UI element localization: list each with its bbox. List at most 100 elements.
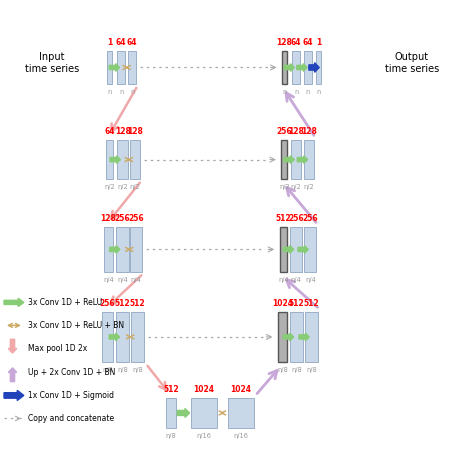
Text: 128: 128 bbox=[115, 128, 130, 136]
Text: 128: 128 bbox=[100, 214, 117, 223]
FancyBboxPatch shape bbox=[290, 311, 303, 362]
Text: n/4: n/4 bbox=[278, 277, 289, 283]
FancyArrow shape bbox=[8, 368, 17, 382]
FancyBboxPatch shape bbox=[228, 398, 254, 428]
Text: 128: 128 bbox=[276, 38, 292, 47]
Text: Output
time series: Output time series bbox=[385, 52, 439, 73]
Text: 1: 1 bbox=[107, 38, 112, 47]
FancyArrow shape bbox=[283, 333, 294, 341]
Text: 512: 512 bbox=[163, 385, 179, 394]
FancyBboxPatch shape bbox=[305, 311, 318, 362]
Text: 256: 256 bbox=[288, 214, 304, 223]
Text: n/2: n/2 bbox=[117, 184, 128, 190]
Text: n/8: n/8 bbox=[117, 367, 128, 373]
Text: n/8: n/8 bbox=[277, 367, 288, 373]
FancyArrow shape bbox=[4, 298, 24, 307]
Text: 256: 256 bbox=[276, 128, 292, 136]
Text: n/8: n/8 bbox=[165, 432, 176, 438]
FancyBboxPatch shape bbox=[131, 311, 145, 362]
Text: 1024: 1024 bbox=[230, 385, 251, 394]
FancyArrow shape bbox=[297, 156, 308, 164]
Text: 3x Conv 1D + ReLU + BN: 3x Conv 1D + ReLU + BN bbox=[27, 321, 124, 330]
FancyBboxPatch shape bbox=[281, 140, 287, 179]
Text: 1024: 1024 bbox=[272, 299, 293, 308]
Text: Copy and concatenate: Copy and concatenate bbox=[27, 414, 114, 423]
FancyBboxPatch shape bbox=[316, 51, 320, 84]
Text: Up + 2x Conv 1D + BN: Up + 2x Conv 1D + BN bbox=[27, 368, 115, 377]
FancyArrow shape bbox=[177, 408, 190, 418]
FancyBboxPatch shape bbox=[280, 227, 287, 272]
FancyBboxPatch shape bbox=[107, 51, 112, 84]
Text: 256: 256 bbox=[128, 214, 144, 223]
Text: 512: 512 bbox=[115, 299, 130, 308]
Text: 128: 128 bbox=[301, 128, 317, 136]
Text: 512: 512 bbox=[289, 299, 304, 308]
FancyBboxPatch shape bbox=[117, 51, 126, 84]
FancyBboxPatch shape bbox=[128, 51, 137, 84]
Text: n: n bbox=[282, 89, 286, 95]
Text: 256: 256 bbox=[302, 214, 318, 223]
Text: 64: 64 bbox=[116, 38, 127, 47]
Text: 1: 1 bbox=[316, 38, 321, 47]
Text: n/2: n/2 bbox=[279, 184, 290, 190]
Text: 128: 128 bbox=[288, 128, 304, 136]
FancyBboxPatch shape bbox=[290, 227, 302, 272]
FancyBboxPatch shape bbox=[130, 227, 142, 272]
Text: n/16: n/16 bbox=[197, 432, 211, 438]
FancyBboxPatch shape bbox=[104, 227, 113, 272]
FancyArrow shape bbox=[109, 246, 120, 253]
Text: n/8: n/8 bbox=[291, 367, 302, 373]
Text: n: n bbox=[316, 89, 320, 95]
FancyArrow shape bbox=[299, 333, 310, 341]
FancyBboxPatch shape bbox=[130, 140, 140, 179]
FancyArrow shape bbox=[4, 390, 24, 401]
FancyArrow shape bbox=[8, 339, 17, 353]
Text: n/8: n/8 bbox=[102, 367, 113, 373]
Text: 64: 64 bbox=[104, 128, 115, 136]
FancyBboxPatch shape bbox=[304, 227, 317, 272]
Text: 256: 256 bbox=[115, 214, 130, 223]
Text: 3x Conv 1D + ReLU: 3x Conv 1D + ReLU bbox=[27, 298, 102, 307]
FancyBboxPatch shape bbox=[191, 398, 217, 428]
Text: 1x Conv 1D + Sigmoid: 1x Conv 1D + Sigmoid bbox=[27, 391, 114, 400]
Text: n: n bbox=[306, 89, 310, 95]
Text: 1024: 1024 bbox=[193, 385, 214, 394]
Text: 64: 64 bbox=[291, 38, 301, 47]
Text: n/16: n/16 bbox=[233, 432, 248, 438]
FancyBboxPatch shape bbox=[291, 140, 301, 179]
Text: n: n bbox=[107, 89, 111, 95]
FancyBboxPatch shape bbox=[116, 311, 129, 362]
Text: n: n bbox=[294, 89, 298, 95]
Text: n/4: n/4 bbox=[305, 277, 316, 283]
Text: n: n bbox=[119, 89, 123, 95]
FancyBboxPatch shape bbox=[304, 140, 314, 179]
Text: 256: 256 bbox=[100, 299, 115, 308]
FancyArrow shape bbox=[309, 63, 319, 72]
FancyArrow shape bbox=[298, 246, 309, 253]
Text: n/4: n/4 bbox=[130, 277, 141, 283]
FancyArrow shape bbox=[109, 64, 119, 71]
FancyBboxPatch shape bbox=[165, 398, 176, 428]
Text: Max pool 1D 2x: Max pool 1D 2x bbox=[27, 344, 87, 353]
FancyBboxPatch shape bbox=[292, 51, 301, 84]
Text: 64: 64 bbox=[302, 38, 313, 47]
Text: n: n bbox=[130, 89, 134, 95]
Text: n/4: n/4 bbox=[117, 277, 128, 283]
FancyBboxPatch shape bbox=[304, 51, 312, 84]
FancyBboxPatch shape bbox=[278, 311, 287, 362]
Text: n/4: n/4 bbox=[103, 277, 114, 283]
FancyArrow shape bbox=[109, 333, 119, 341]
FancyArrow shape bbox=[284, 64, 294, 71]
Text: 128: 128 bbox=[127, 128, 143, 136]
Text: 512: 512 bbox=[304, 299, 319, 308]
Text: n/2: n/2 bbox=[104, 184, 115, 190]
Text: 512: 512 bbox=[130, 299, 146, 308]
FancyBboxPatch shape bbox=[102, 311, 113, 362]
Text: n/2: n/2 bbox=[291, 184, 301, 190]
FancyBboxPatch shape bbox=[106, 140, 113, 179]
Text: n/8: n/8 bbox=[132, 367, 143, 373]
Text: Input
time series: Input time series bbox=[25, 52, 79, 73]
Text: n/4: n/4 bbox=[291, 277, 301, 283]
Text: 64: 64 bbox=[127, 38, 137, 47]
FancyArrow shape bbox=[110, 156, 120, 164]
